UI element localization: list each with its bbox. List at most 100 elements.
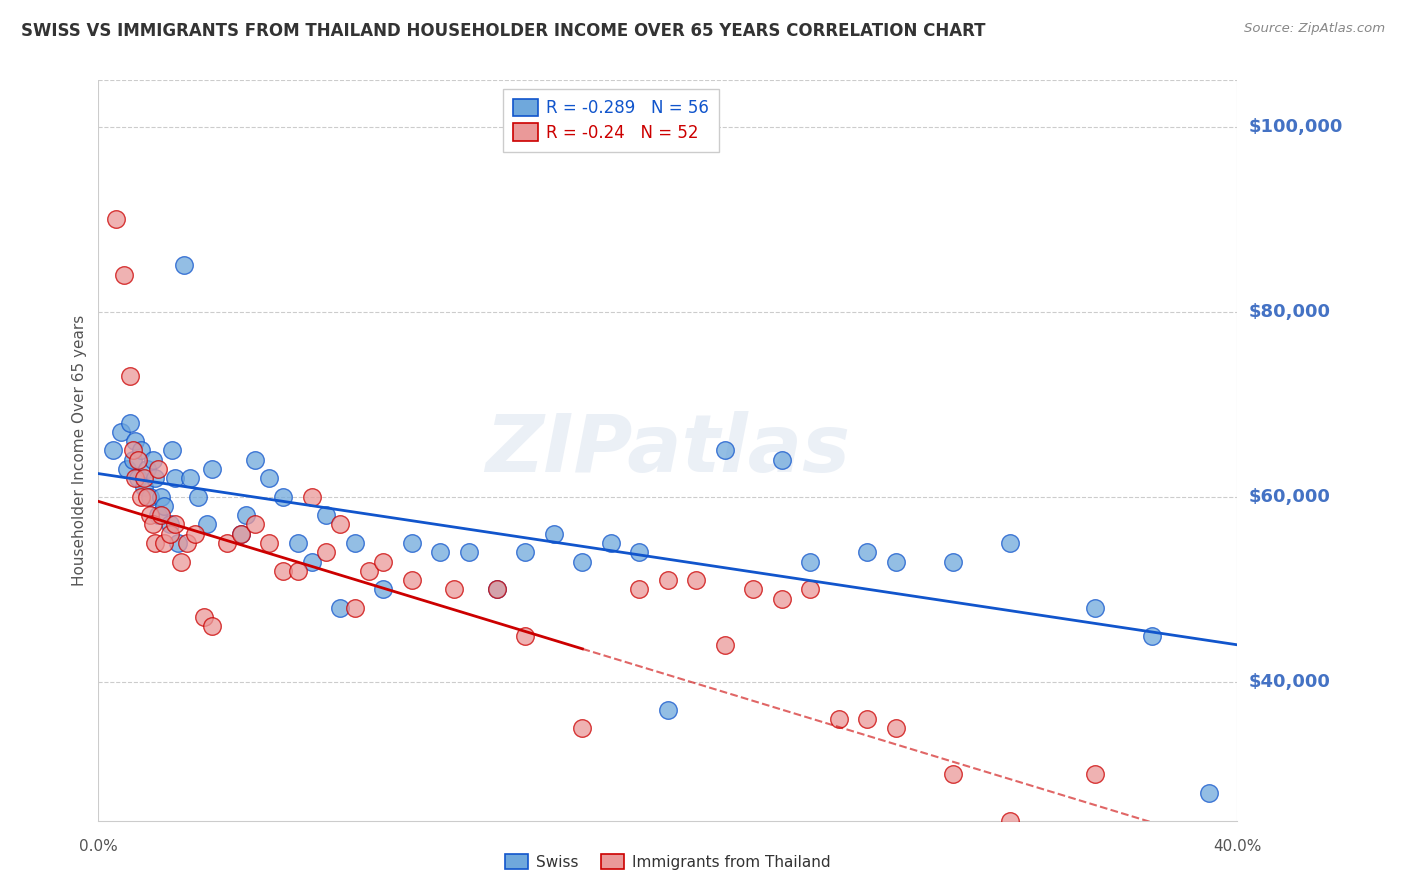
Point: [135, 490, 157, 504]
Point: [714, 638, 737, 652]
Point: [141, 452, 163, 467]
Point: [371, 554, 394, 569]
Point: [112, 268, 135, 282]
Point: [138, 508, 160, 523]
Point: [443, 582, 465, 597]
Text: $100,000: $100,000: [1249, 118, 1343, 136]
Point: [685, 573, 707, 587]
Point: [145, 536, 167, 550]
Text: ZIPatlas: ZIPatlas: [485, 411, 851, 490]
Point: [201, 619, 224, 633]
Point: [243, 452, 266, 467]
Point: [195, 517, 218, 532]
Point: [153, 499, 176, 513]
Point: [571, 721, 593, 735]
Point: [132, 481, 155, 495]
Point: [165, 517, 187, 532]
Point: [799, 554, 821, 569]
Point: [628, 545, 651, 559]
Point: [1198, 786, 1220, 800]
Point: [429, 545, 451, 559]
Text: $60,000: $60,000: [1249, 488, 1330, 506]
Point: [457, 545, 479, 559]
Point: [118, 369, 141, 384]
Point: [884, 554, 907, 569]
Point: [714, 443, 737, 458]
Point: [165, 471, 187, 485]
Point: [173, 259, 195, 273]
Point: [159, 517, 181, 532]
Point: [371, 582, 394, 597]
Point: [162, 443, 184, 458]
Point: [486, 582, 509, 597]
Text: SWISS VS IMMIGRANTS FROM THAILAND HOUSEHOLDER INCOME OVER 65 YEARS CORRELATION C: SWISS VS IMMIGRANTS FROM THAILAND HOUSEH…: [21, 22, 986, 40]
Point: [115, 462, 138, 476]
Point: [148, 462, 170, 476]
Point: [118, 416, 141, 430]
Point: [159, 526, 181, 541]
Point: [770, 452, 793, 467]
Point: [138, 490, 160, 504]
Point: [628, 582, 651, 597]
Point: [329, 517, 352, 532]
Point: [229, 526, 252, 541]
Point: [273, 564, 295, 578]
Point: [121, 452, 143, 467]
Point: [127, 452, 149, 467]
Legend: Swiss, Immigrants from Thailand: Swiss, Immigrants from Thailand: [499, 847, 837, 876]
Point: [273, 490, 295, 504]
Point: [828, 712, 851, 726]
Text: 40.0%: 40.0%: [1213, 839, 1261, 855]
Point: [259, 536, 281, 550]
Point: [201, 462, 224, 476]
Point: [343, 536, 366, 550]
Point: [235, 508, 257, 523]
Point: [543, 526, 565, 541]
Point: [153, 536, 176, 550]
Point: [515, 628, 537, 642]
Point: [176, 536, 198, 550]
Point: [329, 600, 352, 615]
Text: 0.0%: 0.0%: [79, 839, 118, 855]
Point: [301, 554, 323, 569]
Point: [856, 545, 879, 559]
Point: [184, 526, 207, 541]
Point: [486, 582, 509, 597]
Point: [287, 536, 309, 550]
Text: $40,000: $40,000: [1249, 673, 1330, 690]
Point: [141, 517, 163, 532]
Point: [243, 517, 266, 532]
Point: [1140, 628, 1163, 642]
Point: [145, 471, 167, 485]
Point: [129, 490, 152, 504]
Point: [301, 490, 323, 504]
Point: [259, 471, 281, 485]
Text: Source: ZipAtlas.com: Source: ZipAtlas.com: [1244, 22, 1385, 36]
Point: [515, 545, 537, 559]
Point: [129, 443, 152, 458]
Point: [127, 471, 149, 485]
Point: [287, 564, 309, 578]
Point: [401, 573, 423, 587]
Point: [770, 591, 793, 606]
Point: [315, 508, 337, 523]
Point: [150, 490, 173, 504]
Point: [193, 610, 215, 624]
Y-axis label: Householder Income Over 65 years: Householder Income Over 65 years: [72, 315, 87, 586]
Point: [657, 573, 679, 587]
Point: [167, 536, 190, 550]
Point: [998, 536, 1021, 550]
Point: [187, 490, 209, 504]
Point: [1084, 600, 1107, 615]
Point: [856, 712, 879, 726]
Point: [884, 721, 907, 735]
Point: [124, 471, 146, 485]
Point: [110, 425, 132, 439]
Point: [942, 554, 965, 569]
Point: [101, 443, 124, 458]
Point: [148, 508, 170, 523]
Point: [799, 582, 821, 597]
Point: [998, 814, 1021, 828]
Point: [132, 471, 155, 485]
Text: $80,000: $80,000: [1249, 302, 1330, 320]
